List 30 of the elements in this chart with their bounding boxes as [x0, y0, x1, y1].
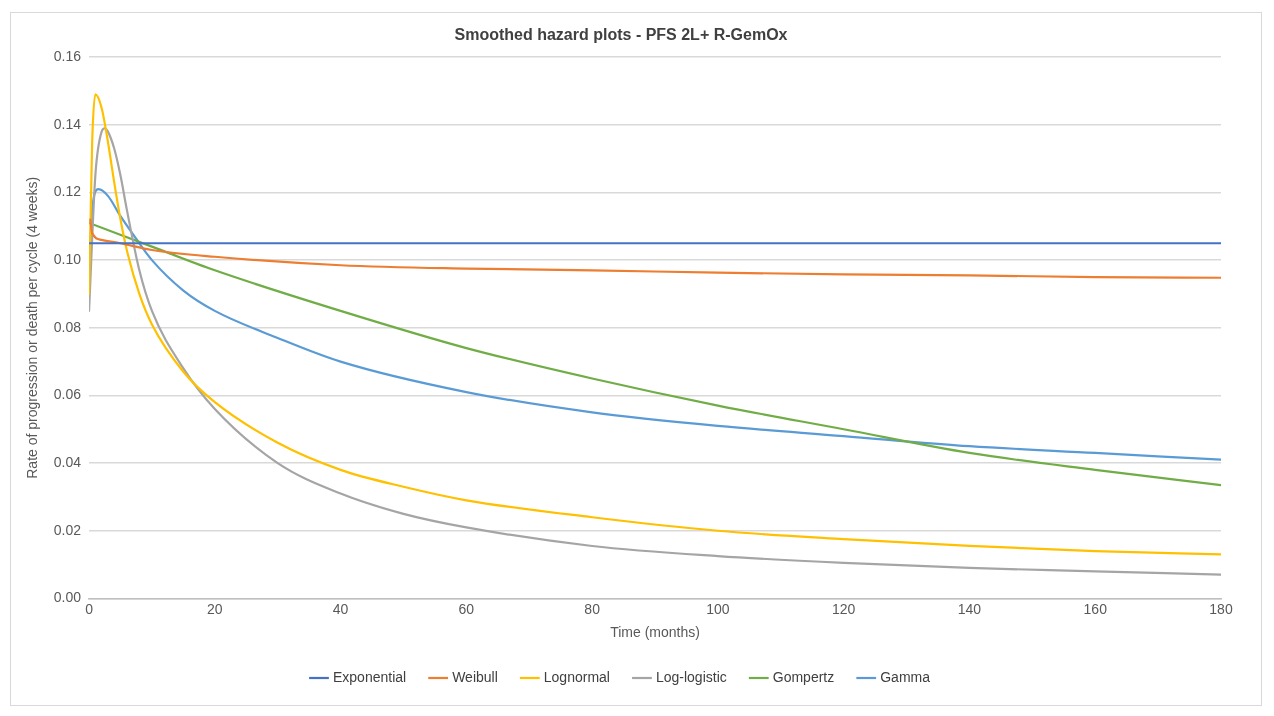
x-tick-label: 120: [832, 600, 856, 617]
legend-label: Log-logistic: [655, 668, 727, 685]
chart-title: Smoothed hazard plots - PFS 2L+ R-GemOx: [454, 26, 788, 44]
y-tick-label: 0.02: [53, 521, 82, 538]
y-tick-label: 0.14: [53, 115, 82, 132]
x-tick-label: 40: [332, 600, 349, 617]
x-tick-label: 160: [1083, 600, 1108, 617]
y-tick-label: 0.00: [53, 589, 82, 606]
legend-label: Weibull: [452, 668, 498, 685]
x-tick-label: 140: [957, 600, 982, 617]
y-tick-label: 0.06: [53, 386, 82, 403]
y-tick-label: 0.04: [53, 453, 82, 470]
legend-label: Gamma: [880, 668, 931, 685]
x-tick-label: 60: [458, 600, 475, 617]
x-tick-label: 0: [85, 600, 94, 617]
x-tick-label: 80: [584, 600, 601, 617]
line-series: [89, 218, 1221, 279]
x-tick-label: 20: [207, 600, 223, 617]
legend-label: Exponential: [332, 668, 407, 685]
y-tick-label: 0.12: [53, 183, 82, 200]
x-tick-label: 100: [706, 600, 730, 617]
x-tick-label: 180: [1209, 600, 1233, 617]
y-axis-title: Rate of progression or death per cycle (4 weeks): [24, 176, 41, 479]
y-tick-label: 0.08: [53, 318, 82, 335]
y-tick-label: 0.16: [53, 48, 82, 65]
x-axis-title: Time (months): [610, 624, 700, 641]
y-tick-label: 0.10: [53, 251, 82, 268]
legend-label: Lognormal: [543, 668, 610, 685]
legend-label: Gompertz: [772, 668, 835, 685]
line-series: [89, 188, 1221, 461]
